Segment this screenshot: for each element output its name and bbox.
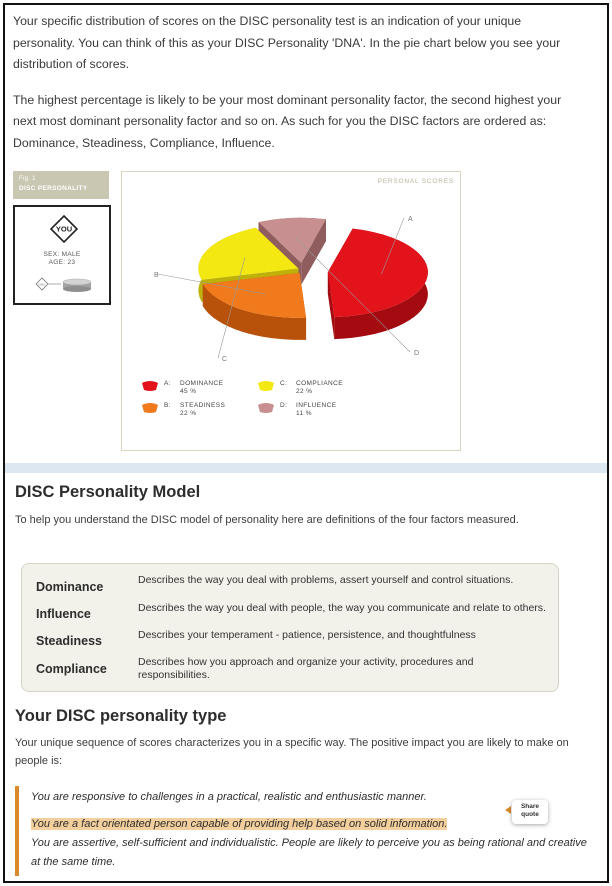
legend-swatch: [258, 381, 274, 391]
type-heading: Your DISC personality type: [15, 707, 227, 725]
callout-letter: C: [222, 356, 227, 363]
legend-value: 22 %: [180, 409, 197, 417]
intro-paragraph-1: Your specific distribution of scores on …: [13, 14, 561, 71]
definition-term: Compliance: [36, 662, 107, 676]
legend-label: STEADINESS 22 %: [180, 402, 260, 417]
legend-swatch: [142, 403, 158, 413]
legend-name: COMPLIANCE: [296, 380, 343, 387]
definitions-card: Dominance Describes the way you deal wit…: [21, 563, 559, 692]
section-divider: [5, 463, 607, 473]
callout-line: [381, 217, 405, 275]
you-diamond-icon: YOU: [50, 215, 78, 243]
legend-value: 22 %: [296, 387, 313, 395]
model-heading: DISC Personality Model: [15, 483, 201, 501]
callout-letter: A: [408, 216, 413, 223]
profile-sex: SEX: MALE: [43, 251, 81, 258]
figure-tag: Fig. 1 DISC PERSONALITY: [13, 171, 109, 199]
callout-letter: B: [154, 272, 159, 279]
legend-letter: D:: [280, 402, 288, 409]
profile-age: AGE: 23: [48, 259, 76, 266]
intro-paragraph-2: The highest percentage is likely to be y…: [13, 92, 562, 150]
share-quote-button[interactable]: Share quote: [512, 800, 548, 824]
legend-swatch: [142, 381, 158, 391]
legend-letter: C:: [280, 380, 288, 387]
legend-value: 45 %: [180, 387, 197, 395]
coin-label: DISC: [38, 282, 46, 286]
type-intro: Your unique sequence of scores character…: [15, 737, 569, 767]
definition-desc: Describes the way you deal with problems…: [138, 574, 514, 586]
legend-label: COMPLIANCE 22 %: [296, 380, 376, 395]
profile-card: YOU SEX: MALE AGE: 23 DISC: [13, 205, 111, 305]
personality-quote: You are responsive to challenges in a pr…: [15, 786, 590, 876]
legend-name: DOMINANCE: [180, 380, 224, 387]
model-intro: To help you understand the DISC model of…: [15, 514, 519, 526]
figure-number: Fig. 1: [19, 176, 36, 182]
legend-label: INFLUENCE 11 %: [296, 402, 376, 417]
disc-pie-chart: A B C D: [154, 216, 428, 363]
quote-line: You are assertive, self-sufficient and i…: [31, 837, 587, 868]
you-label: YOU: [56, 225, 72, 234]
pie-slice-dominance: [327, 228, 428, 340]
callout-letter: D: [414, 350, 419, 357]
chart-header: PERSONAL SCORES: [377, 178, 454, 185]
intro-text: Your specific distribution of scores on …: [13, 11, 573, 168]
legend-letter: A:: [164, 380, 171, 387]
definition-desc: Describes your temperament - patience, p…: [138, 629, 476, 641]
legend-swatch: [258, 403, 274, 413]
page-frame: Your specific distribution of scores on …: [3, 3, 609, 883]
callout-line: [295, 237, 411, 353]
profile-meta: SEX: MALE AGE: 23: [15, 251, 109, 267]
legend-letter: B:: [164, 402, 171, 409]
pie-slice-steadiness: [202, 272, 307, 340]
share-arrow-icon: [505, 806, 511, 814]
legend-label: DOMINANCE 45 %: [180, 380, 260, 395]
definition-term: Steadiness: [36, 634, 103, 648]
legend-value: 11 %: [296, 409, 312, 417]
callout-line: [157, 273, 266, 295]
legend-name: STEADINESS: [180, 402, 226, 409]
legend-name: INFLUENCE: [296, 402, 337, 409]
quote-line-highlighted[interactable]: You are a fact orientated person capable…: [31, 818, 448, 830]
quote-line-highlighted-wrap: You are a fact orientated person capable…: [19, 815, 590, 834]
coin-icon: DISC: [35, 277, 92, 292]
definition-desc: Describes how you approach and organize …: [138, 656, 474, 681]
definition-term: Dominance: [36, 580, 104, 594]
quote-line: You are responsive to challenges in a pr…: [31, 791, 427, 803]
disc-chart-panel: PERSONAL SCORES A B C D A: DOMINANCE 45 % B: ST…: [121, 171, 461, 451]
figure-title: DISC PERSONALITY: [19, 185, 88, 192]
definition-desc: Describes the way you deal with people, …: [138, 602, 546, 614]
definition-term: Influence: [36, 607, 91, 621]
callout-line: [217, 257, 246, 359]
